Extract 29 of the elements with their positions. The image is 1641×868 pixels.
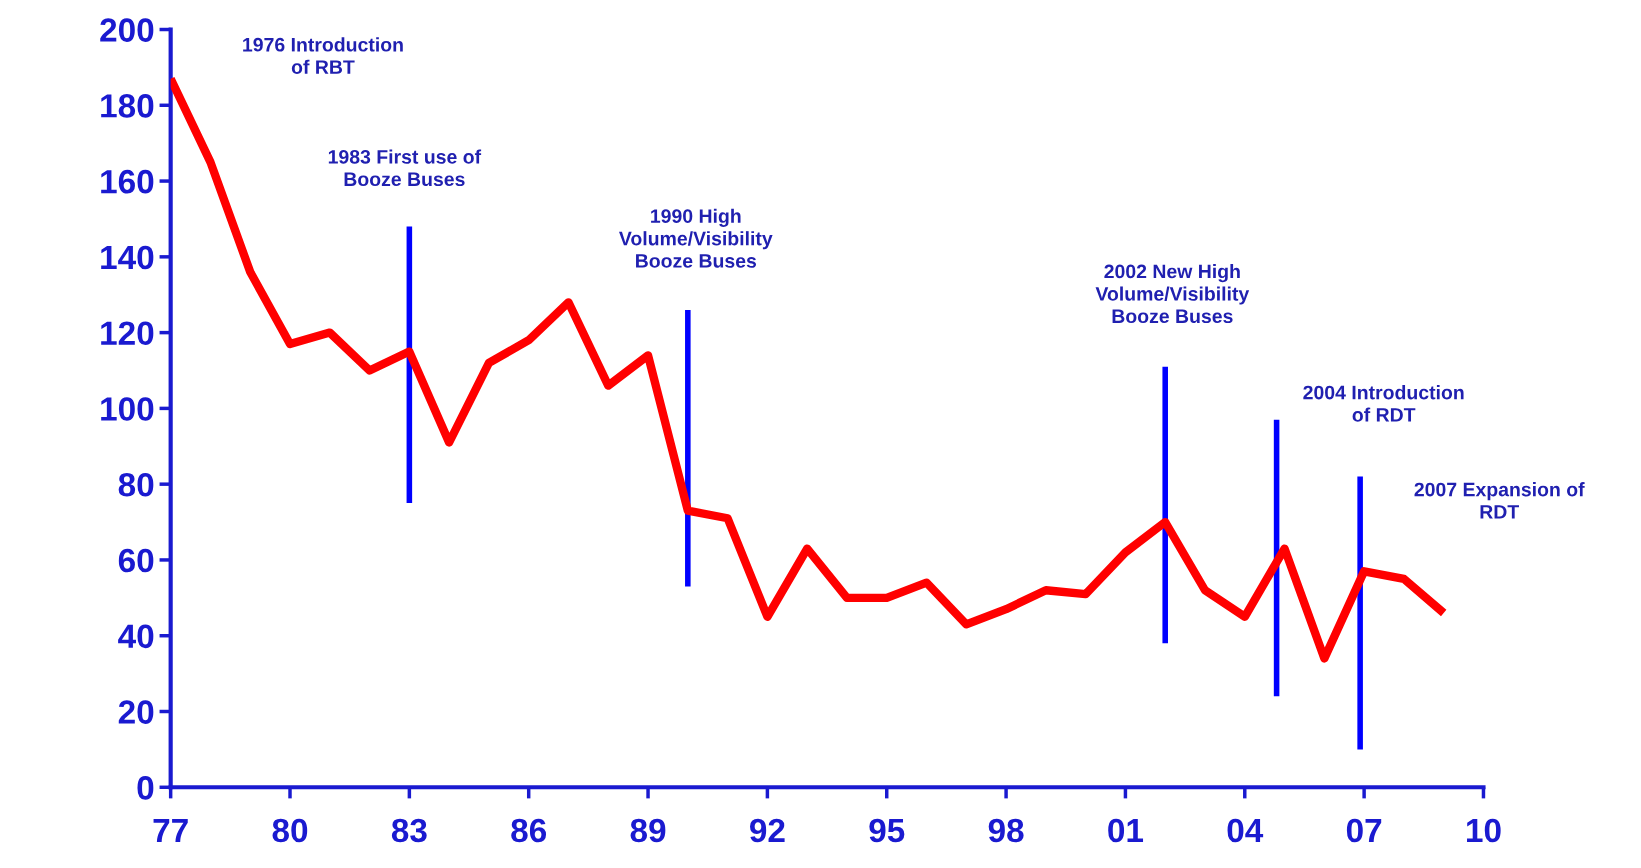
annotation: 1983 First use of Booze Buses xyxy=(328,149,482,187)
x-tick-label: 10 xyxy=(1467,818,1501,843)
x-tick-label: 89 xyxy=(630,818,666,843)
y-tick-label: 20 xyxy=(118,700,154,724)
x-tick-label: 98 xyxy=(988,818,1024,843)
x-tick-label: 95 xyxy=(869,818,905,843)
x-tick-label: 86 xyxy=(511,818,547,843)
y-tick-label: 200 xyxy=(100,18,154,42)
x-tick-label: 01 xyxy=(1108,818,1144,843)
x-tick-label: 83 xyxy=(391,818,427,843)
x-tick-label: 77 xyxy=(153,819,188,842)
y-tick-label: 180 xyxy=(101,94,154,118)
annotation: 2007 Expansion of RDT xyxy=(1414,482,1585,519)
x-tick-label: 07 xyxy=(1346,818,1382,843)
y-tick-label: 0 xyxy=(137,776,154,800)
y-tick-label: 120 xyxy=(101,321,154,346)
y-tick-label: 40 xyxy=(118,624,154,649)
annotation: 2004 Introduction of RDT xyxy=(1303,385,1464,422)
y-tick-label: 100 xyxy=(101,397,154,421)
y-tick-label: 80 xyxy=(118,472,154,497)
y-tick-label: 160 xyxy=(101,169,154,194)
x-tick-label: 80 xyxy=(272,818,308,843)
y-tick-label: 60 xyxy=(118,548,154,573)
x-tick-label: 04 xyxy=(1227,818,1264,843)
y-tick-label: 140 xyxy=(101,245,154,270)
x-tick-label: 92 xyxy=(750,818,785,843)
annotation: 1990 High Volume/Visibility Booze Buses xyxy=(619,208,773,268)
annotation: 1976 Introduction of RBT xyxy=(243,37,403,74)
annotation: 2002 New High Volume/Visibility Booze Buses xyxy=(1095,264,1250,324)
